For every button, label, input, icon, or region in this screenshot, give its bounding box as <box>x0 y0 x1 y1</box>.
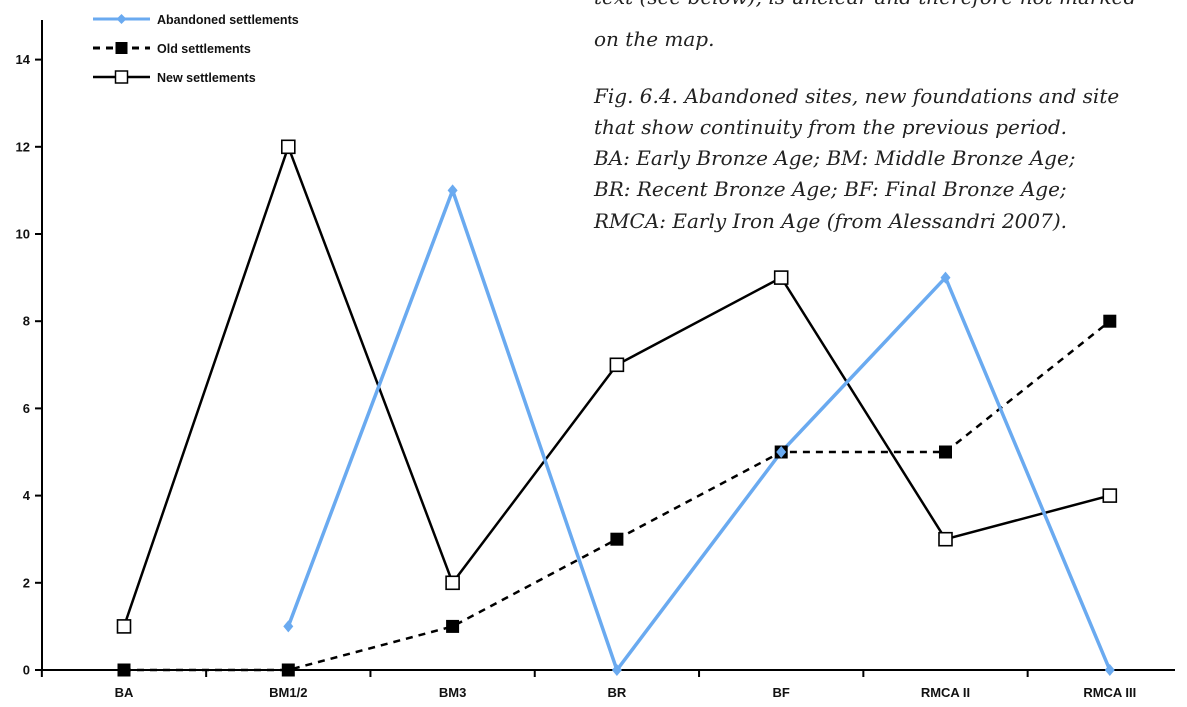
legend-label-abandoned: Abandoned settlements <box>157 13 299 27</box>
legend-diamond-marker <box>116 14 127 24</box>
data-point-filled-square <box>1103 314 1117 328</box>
data-point-open-square <box>773 270 789 285</box>
x-tick-label: BM3 <box>439 685 466 700</box>
legend-open-square-marker <box>114 70 129 84</box>
data-point-diamond <box>447 184 458 197</box>
caption-line-4: BR: Recent Bronze Age; BF: Final Bronze … <box>593 177 1067 201</box>
series-line-filled-square <box>124 320 1111 672</box>
x-tick-label: BM1/2 <box>269 685 307 700</box>
x-tick-label: BR <box>608 685 627 700</box>
data-point-filled-square <box>939 445 952 459</box>
x-tick-label: BA <box>115 685 134 700</box>
caption-line-2: that show continuity from the previous p… <box>594 115 1067 139</box>
data-point-filled-square <box>610 532 624 546</box>
y-tick-label: 0 <box>23 663 30 678</box>
data-point-filled-square <box>446 619 460 633</box>
legend-label-new: New settlements <box>157 71 256 85</box>
y-tick-label: 8 <box>23 314 30 329</box>
data-point-open-square <box>445 575 460 591</box>
data-point-diamond <box>1104 664 1115 676</box>
data-point-open-square <box>609 357 625 373</box>
y-tick-label: 6 <box>23 401 30 416</box>
figure-caption: text (see below), is unclear and therefo… <box>593 0 1136 233</box>
y-tick-label: 12 <box>16 139 30 154</box>
legend-item-new: New settlements <box>93 70 256 85</box>
caption-partial-line-2: on the map. <box>594 27 714 51</box>
chart-legend: Abandoned settlements Old settlements Ne… <box>93 13 299 85</box>
data-point-filled-square <box>281 663 295 677</box>
caption-line-5: RMCA: Early Iron Age (from Alessandri 20… <box>593 209 1067 233</box>
legend-item-old: Old settlements <box>93 42 251 56</box>
series-line-diamond <box>286 185 1112 674</box>
legend-label-old: Old settlements <box>157 42 251 56</box>
data-point-filled-square <box>117 663 131 677</box>
legend-item-abandoned: Abandoned settlements <box>93 13 299 27</box>
y-tick-label: 2 <box>23 575 30 590</box>
y-tick-label: 10 <box>16 227 30 242</box>
x-tick-label: RMCA II <box>921 685 970 700</box>
legend-filled-square-marker <box>115 42 128 54</box>
caption-partial-line-1: text (see below), is unclear and therefo… <box>594 0 1136 9</box>
data-point-diamond <box>283 620 294 633</box>
y-tick-label: 4 <box>23 488 31 503</box>
data-point-open-square <box>116 619 132 634</box>
y-tick-label: 14 <box>16 52 31 67</box>
data-point-diamond <box>940 271 951 284</box>
data-point-diamond <box>611 664 622 676</box>
data-point-open-square <box>938 531 953 547</box>
caption-line-3: BA: Early Bronze Age; BM: Middle Bronze … <box>593 146 1076 170</box>
x-axis-ticks: BA BM1/2 BM3 BR BF RMCA II RMCA III <box>40 670 1136 700</box>
data-point-open-square <box>1102 488 1118 503</box>
x-tick-label: RMCA III <box>1083 685 1136 700</box>
x-tick-label: BF <box>773 685 790 700</box>
caption-line-1: Fig. 6.4. Abandoned sites, new foundatio… <box>593 84 1119 108</box>
series-markers <box>116 139 1118 677</box>
data-point-open-square <box>280 139 296 155</box>
y-axis-ticks: 0 2 4 6 8 10 12 14 <box>16 52 42 678</box>
data-point-diamond <box>776 446 787 458</box>
